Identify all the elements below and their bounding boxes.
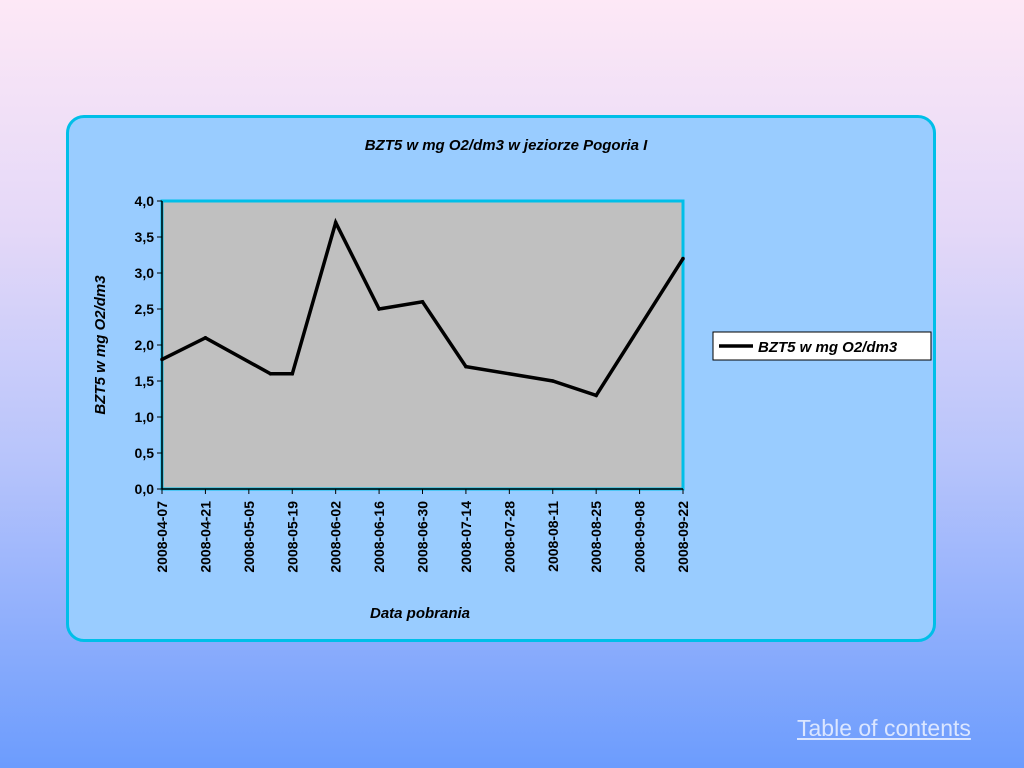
x-tick-label: 2008-06-30 [415,501,431,573]
x-tick-label: 2008-04-21 [197,501,213,573]
data-point [333,220,338,225]
x-tick-label: 2008-09-08 [632,501,648,573]
x-tick-label: 2008-08-11 [545,501,561,572]
x-tick-label: 2008-06-16 [371,501,387,573]
y-tick-label: 1,0 [135,409,155,425]
y-tick-label: 2,5 [135,301,155,317]
data-point [594,393,598,398]
legend-label: BZT5 w mg O2/dm3 [758,339,898,356]
data-point [681,256,685,261]
data-point [268,372,273,376]
data-point [420,300,425,304]
table-of-contents-link[interactable]: Table of contents [797,715,971,741]
data-point [290,372,295,376]
data-point [550,379,555,383]
y-tick-label: 4,0 [135,193,155,209]
x-axis-title: Data pobrania [370,605,470,622]
y-axis-title: BZT5 w mg O2/dm3 [92,275,109,415]
x-tick-label: 2008-07-14 [458,501,474,573]
x-tick-label: 2008-05-19 [284,501,300,573]
data-point [377,307,381,311]
x-tick-label: 2008-09-22 [675,501,691,573]
x-tick-label: 2008-07-28 [501,501,517,573]
data-point [203,336,208,340]
data-point [160,357,164,362]
data-point [464,364,468,369]
x-tick-label: 2008-05-05 [241,501,257,573]
y-tick-label: 3,0 [135,265,155,281]
y-tick-label: 0,0 [135,481,155,497]
chart-title: BZT5 w mg O2/dm3 w jeziorze Pogoria I [365,137,648,154]
x-tick-label: 2008-06-02 [328,501,344,573]
y-tick-label: 1,5 [135,373,155,389]
x-tick-label: 2008-08-25 [588,501,604,573]
chart-panel: BZT5 w mg O2/dm3 w jeziorze Pogoria I 0,0… [66,115,936,642]
y-tick-label: 2,0 [135,337,155,353]
y-tick-label: 3,5 [135,229,155,245]
line-chart: BZT5 w mg O2/dm3 w jeziorze Pogoria I 0,0… [92,137,932,622]
x-tick-label: 2008-04-07 [154,501,170,573]
plot-area [160,199,685,491]
y-tick-label: 0,5 [135,445,155,461]
